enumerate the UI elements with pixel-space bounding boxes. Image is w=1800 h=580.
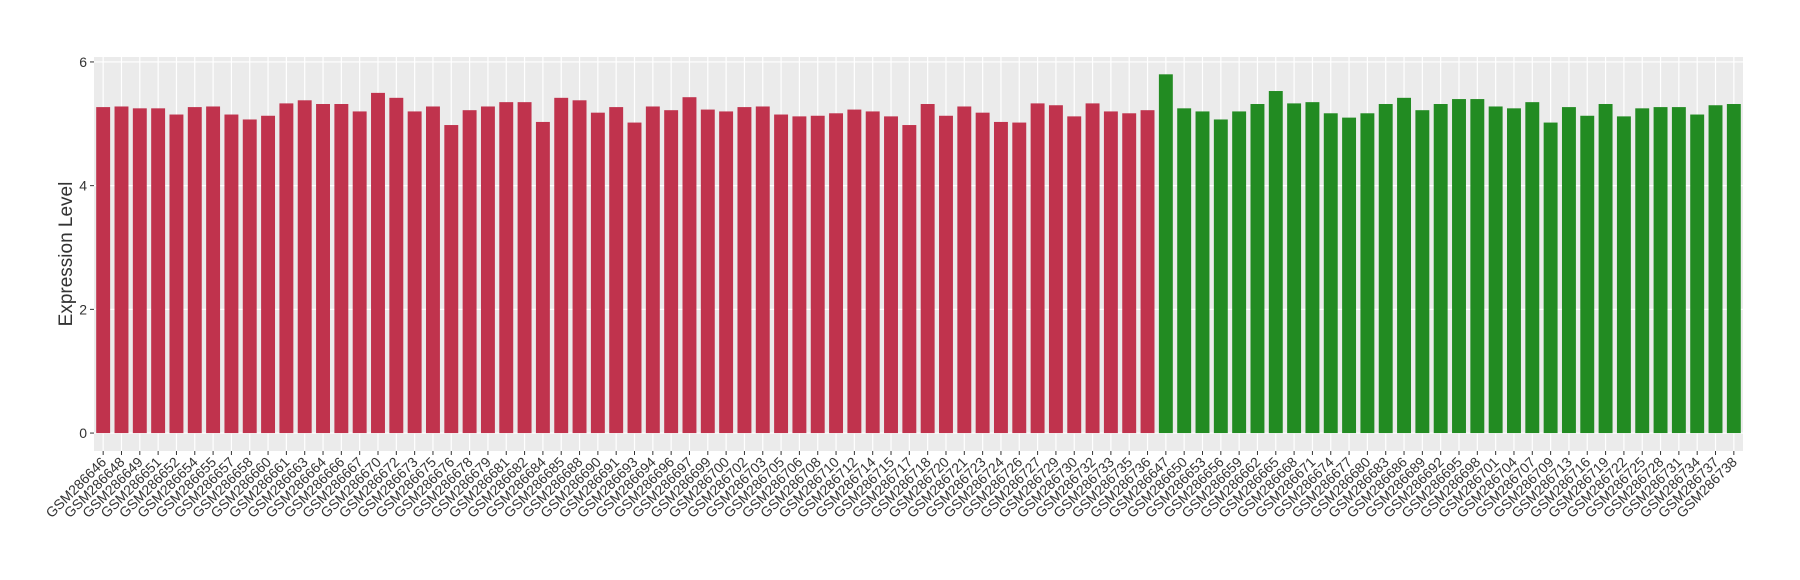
bar <box>535 121 550 434</box>
bar <box>352 111 367 434</box>
bar <box>1635 108 1650 434</box>
bar <box>1085 103 1100 434</box>
bar <box>902 125 917 434</box>
bar <box>371 92 385 434</box>
bar <box>132 108 147 434</box>
bar <box>1616 116 1631 434</box>
bar <box>975 112 990 434</box>
bar <box>627 122 642 434</box>
bar <box>297 100 312 434</box>
bar <box>316 104 330 434</box>
bar <box>792 116 807 434</box>
bar <box>755 106 770 434</box>
bar <box>114 106 129 434</box>
bar <box>590 112 605 434</box>
y-tick-label: 6 <box>79 54 87 70</box>
bar <box>169 114 184 434</box>
bar <box>719 111 734 434</box>
bar <box>407 111 422 434</box>
bar <box>554 97 569 434</box>
bar <box>425 106 440 434</box>
bar <box>1653 107 1668 434</box>
bar <box>444 125 459 434</box>
bar <box>1122 113 1137 434</box>
bar <box>1067 116 1082 434</box>
bar <box>1048 105 1063 434</box>
bar <box>1305 102 1320 434</box>
bar <box>1671 107 1686 434</box>
bar <box>206 106 221 434</box>
bar <box>1342 117 1357 434</box>
bar <box>1433 104 1448 434</box>
bar <box>1488 106 1503 434</box>
bar <box>774 114 789 434</box>
bar <box>1103 111 1118 434</box>
bar <box>700 109 715 434</box>
bar <box>1580 115 1595 434</box>
bar <box>1415 110 1430 434</box>
bar <box>884 116 898 434</box>
plot-background <box>94 57 1743 451</box>
bar <box>1195 111 1210 434</box>
bar <box>1690 114 1705 434</box>
bar <box>920 104 935 434</box>
bar <box>847 109 862 434</box>
bar <box>279 103 294 434</box>
bar <box>1561 107 1576 434</box>
bar <box>1030 103 1045 434</box>
bar <box>939 115 953 434</box>
bar <box>1012 122 1027 434</box>
bar <box>1213 119 1228 434</box>
bar <box>261 115 276 434</box>
y-axis-label: Expression Level <box>56 182 77 327</box>
bar <box>242 119 257 434</box>
bar <box>96 107 111 434</box>
bar <box>334 104 349 434</box>
y-tick-label: 4 <box>79 178 87 194</box>
bar <box>609 107 624 434</box>
bar <box>1158 74 1173 434</box>
bar <box>1726 104 1741 434</box>
bar <box>517 102 532 434</box>
bar <box>865 111 880 434</box>
bar <box>499 102 514 434</box>
bar <box>1378 104 1393 434</box>
bar <box>151 108 166 434</box>
bar <box>1543 122 1558 434</box>
y-tick-label: 2 <box>79 301 87 317</box>
bar <box>737 107 752 434</box>
bar <box>810 115 825 434</box>
bar <box>1140 110 1155 434</box>
bar <box>1232 111 1247 434</box>
bar <box>682 97 697 434</box>
bar <box>187 107 202 434</box>
bar <box>1287 103 1302 434</box>
bar <box>664 110 679 434</box>
bar <box>462 110 477 434</box>
bar <box>1397 97 1412 434</box>
bar <box>480 106 495 434</box>
y-tick-label: 0 <box>79 425 87 441</box>
bar <box>1470 99 1485 434</box>
bar <box>1177 108 1192 434</box>
bar <box>957 106 972 434</box>
bar <box>1250 104 1265 434</box>
bar <box>1708 105 1723 434</box>
bar <box>224 114 239 434</box>
bar <box>1268 91 1283 434</box>
bar <box>1507 108 1521 434</box>
bar <box>645 106 660 434</box>
bar <box>1452 99 1466 434</box>
bar <box>1323 113 1338 434</box>
bar <box>829 113 844 434</box>
bar <box>1525 102 1540 434</box>
bar <box>572 100 587 434</box>
bar <box>1360 113 1375 434</box>
bar <box>1598 104 1613 434</box>
bar <box>993 121 1008 434</box>
bar <box>389 97 404 434</box>
